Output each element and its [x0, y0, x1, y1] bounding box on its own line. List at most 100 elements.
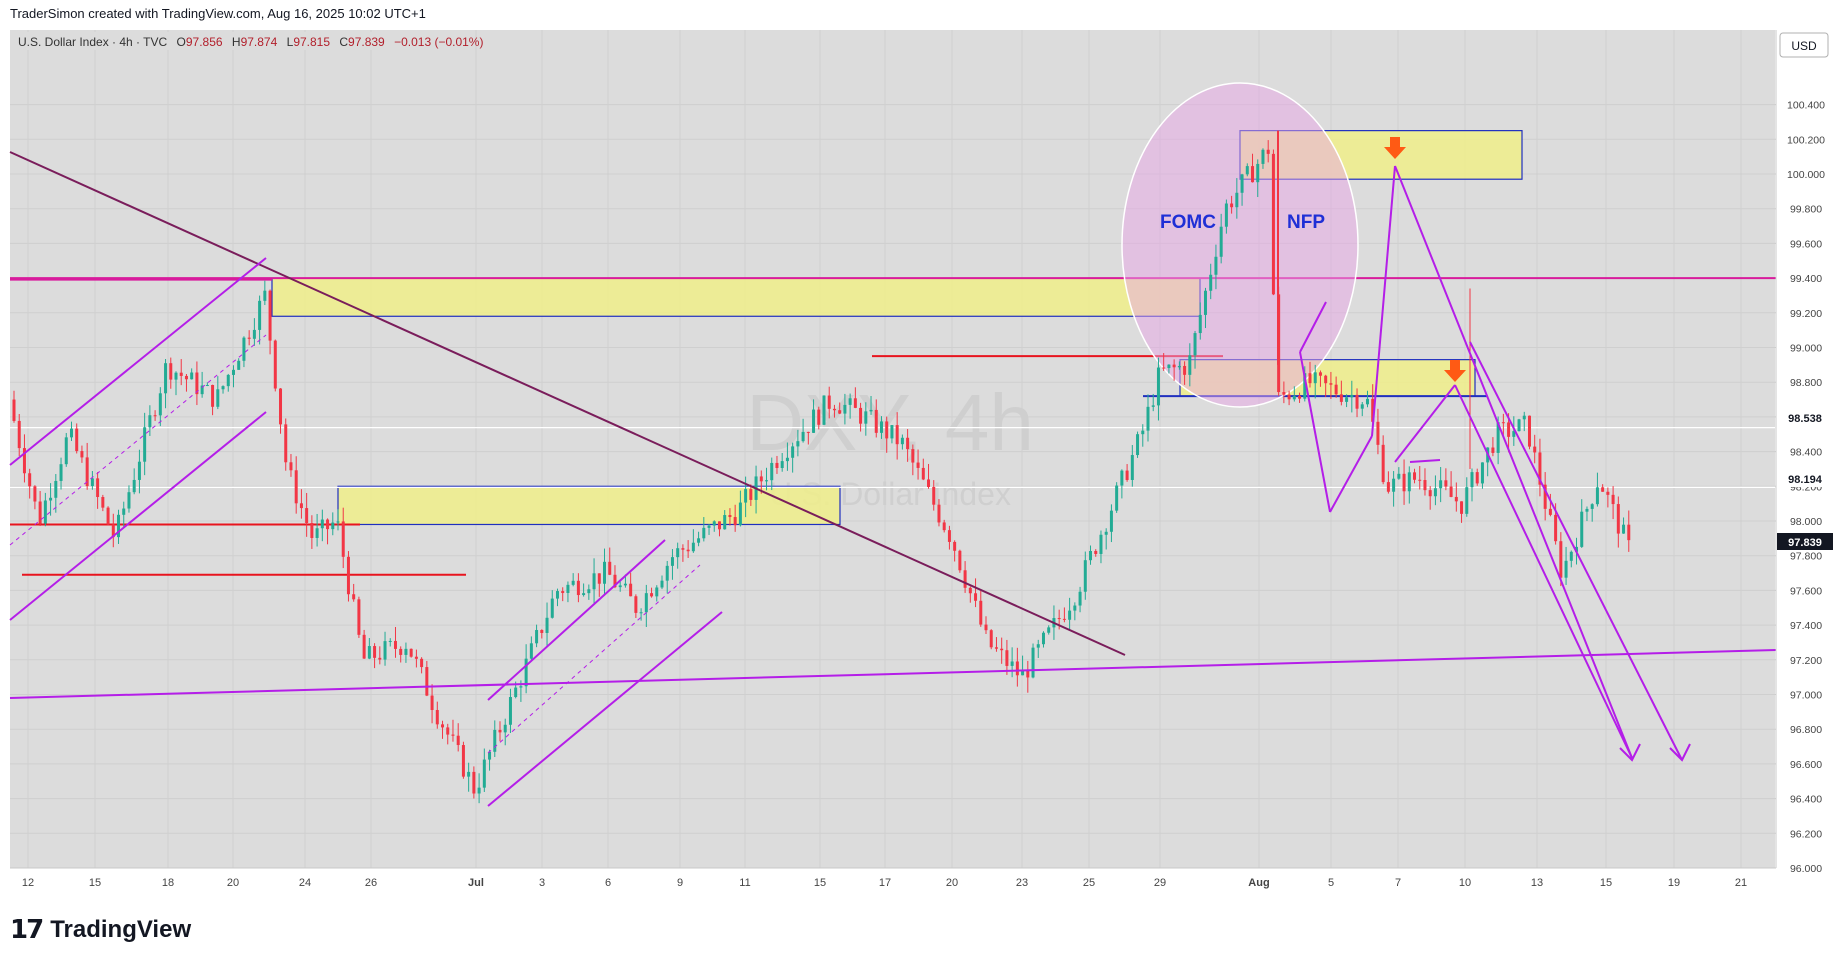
candle-body [832, 408, 836, 411]
tradingview-logo[interactable]: 𝟭𝟳 TradingView [10, 914, 191, 945]
candle-body [1590, 504, 1594, 509]
candle-body [1036, 644, 1040, 648]
candle-body [331, 522, 335, 530]
candle-body [681, 548, 685, 550]
candle-body [1517, 419, 1521, 432]
candle-body [352, 594, 356, 600]
time-tick-label: 6 [605, 877, 611, 889]
candle-body [263, 290, 267, 301]
candle-body [174, 372, 178, 380]
nfp-label: NFP [1287, 212, 1325, 233]
candle-body [1386, 482, 1390, 492]
candle-body [806, 431, 810, 433]
candle-body [75, 428, 79, 452]
candle-body [1251, 166, 1255, 183]
candle-body [1527, 415, 1531, 447]
candle-body [336, 521, 340, 523]
time-tick-label: 10 [1459, 877, 1471, 889]
candle-body [1371, 398, 1375, 422]
candle-body [1224, 203, 1228, 227]
candle-body [1141, 430, 1145, 435]
time-tick-label: 18 [162, 877, 174, 889]
time-tick-label: Aug [1248, 877, 1269, 889]
candle-body [169, 363, 173, 380]
currency-button[interactable]: USD [1779, 32, 1829, 58]
target-arrowhead-2 [1669, 743, 1691, 762]
candle-body [80, 451, 84, 458]
time-axis[interactable] [10, 868, 1776, 894]
candle-body [587, 589, 591, 594]
candle-body [1057, 618, 1061, 620]
time-tick-label: Jul [468, 877, 484, 889]
candle-body [117, 514, 121, 538]
svg-text:97.839: 97.839 [1788, 537, 1822, 549]
candle-body [461, 745, 465, 777]
candle-body [1569, 551, 1573, 561]
time-tick-label: 17 [879, 877, 891, 889]
candle-body [195, 372, 199, 395]
svg-text:USD: USD [1791, 39, 1817, 53]
candle-body [409, 648, 413, 657]
candle-body [1334, 384, 1338, 395]
candle-body [1193, 333, 1197, 356]
price-tick-label: 99.600 [1790, 238, 1822, 250]
orange-down-arrow-2 [1444, 360, 1466, 382]
candle-body [1580, 511, 1584, 547]
candle-body [1214, 256, 1218, 275]
candle-body [205, 384, 209, 386]
candle-body [378, 657, 382, 660]
candle-body [597, 573, 601, 584]
candle-body [827, 395, 831, 409]
candle-body [247, 337, 251, 339]
candle-body [132, 479, 136, 493]
candle-body [54, 480, 58, 498]
candle-body [425, 667, 429, 696]
candle-body [1585, 508, 1589, 512]
candle-body [1392, 478, 1396, 492]
price-axis[interactable] [1776, 30, 1835, 868]
candle-body [759, 476, 763, 482]
candle-body [430, 695, 434, 711]
candle-body [1298, 395, 1302, 399]
candle-body [555, 591, 559, 599]
candle-body [346, 556, 350, 595]
candle-body [1146, 406, 1150, 431]
candle-body [153, 415, 157, 417]
time-tick-label: 12 [22, 877, 34, 889]
candle-body [1470, 472, 1474, 488]
candle-body [744, 489, 748, 503]
candle-body [770, 462, 774, 481]
candle-body [566, 584, 570, 593]
candle-body [17, 420, 21, 449]
candle-body [226, 374, 230, 387]
symbol-name: U.S. Dollar Index · 4h · TVC [18, 35, 167, 49]
candle-body [488, 751, 492, 760]
candle-body [1151, 405, 1155, 407]
candle-body [1381, 444, 1385, 483]
candle-body [1324, 375, 1328, 384]
candle-body [399, 648, 403, 655]
candle-body [1136, 434, 1140, 456]
time-tick-label: 7 [1395, 877, 1401, 889]
candle-body [890, 425, 894, 439]
candle-body [1339, 394, 1343, 402]
candle-body [242, 337, 246, 361]
candle-body [733, 517, 737, 526]
candle-body [529, 643, 533, 659]
candle-body [1402, 473, 1406, 492]
candle-body [822, 395, 826, 425]
candle-body [1073, 605, 1077, 611]
candle-body [64, 437, 68, 465]
candle-body [441, 724, 445, 728]
candle-body [1235, 192, 1239, 208]
time-tick-label: 11 [739, 877, 750, 889]
candle-body [1533, 446, 1537, 453]
tradingview-icon: 𝟭𝟳 [10, 914, 44, 944]
candle-body [608, 561, 612, 575]
target-arrowhead-1 [1619, 743, 1641, 762]
candle-body [1376, 421, 1380, 445]
candle-body [294, 470, 298, 504]
price-tick-label: 96.200 [1790, 828, 1822, 840]
time-tick-label: 24 [299, 877, 311, 889]
